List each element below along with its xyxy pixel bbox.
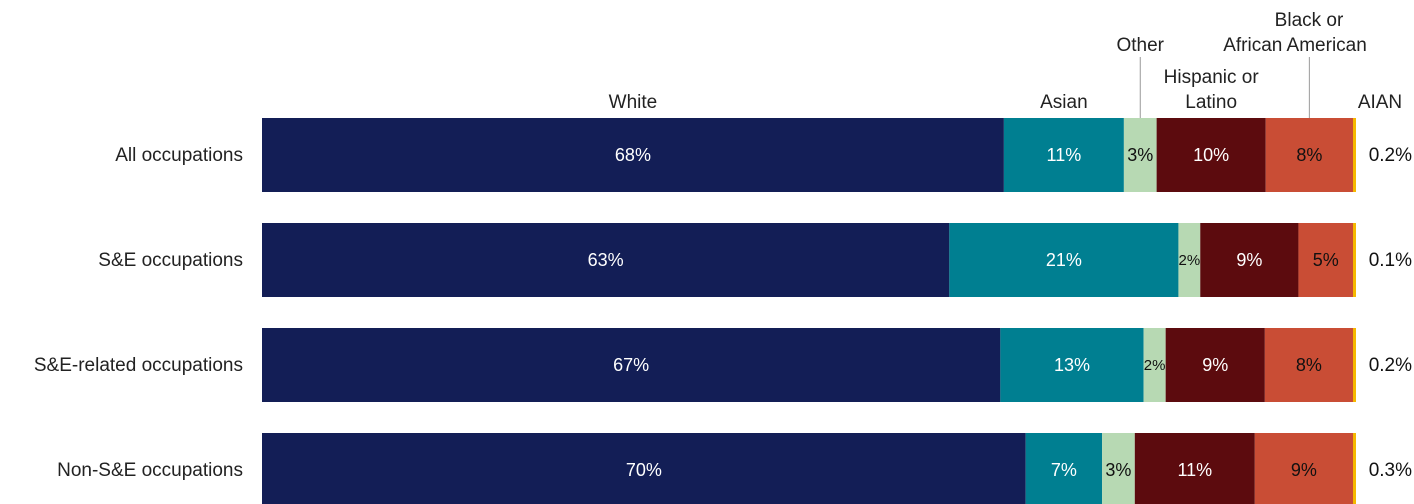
- category-label: S&E-related occupations: [34, 355, 243, 376]
- bar-row-non-s-e-occupations: 70% 7% 3% 11% 9% 0.3%: [262, 433, 1412, 504]
- bar-segment-black-or-african-american: [1265, 118, 1353, 192]
- bar-segment-white: [262, 328, 1001, 402]
- data-label-hispanic-or-latino: 10%: [1193, 145, 1229, 165]
- category-labels: All occupations S&E occupations S&E-relate…: [34, 145, 243, 481]
- data-label-asian: 21%: [1046, 250, 1082, 270]
- bars: 68% 11% 3% 10% 8% 0.2% 63% 21% 2% 9% 5% 0.1% 67% 13% 2…: [262, 118, 1412, 504]
- bar-segment-hispanic-or-latino: [1134, 433, 1255, 504]
- bar-segment-aian: [1353, 328, 1356, 402]
- bar-row-all-occupations: 68% 11% 3% 10% 8% 0.2%: [262, 118, 1412, 192]
- category-label: S&E occupations: [98, 250, 243, 271]
- bar-row-s-e-related-occupations: 67% 13% 2% 9% 8% 0.2%: [262, 328, 1412, 402]
- data-label-black-or-african-american: 5%: [1313, 250, 1339, 270]
- bar-segment-asian: [1000, 328, 1144, 402]
- legend-label-other: Other: [1116, 35, 1164, 56]
- bar-segment-black-or-african-american: [1254, 433, 1353, 504]
- data-label-aian: 0.2%: [1369, 145, 1412, 166]
- legend-label-hispanic-line2: Latino: [1185, 92, 1237, 113]
- bar-segment-asian: [1003, 118, 1124, 192]
- bar-segment-aian: [1353, 223, 1356, 297]
- bar-segment-hispanic-or-latino: [1200, 223, 1299, 297]
- data-label-aian: 0.2%: [1369, 355, 1412, 376]
- bar-segment-other: [1143, 328, 1166, 402]
- data-label-aian: 0.1%: [1369, 250, 1412, 271]
- bar-segment-white: [262, 118, 1004, 192]
- bar-segment-other: [1178, 223, 1201, 297]
- bar-segment-asian: [949, 223, 1179, 297]
- bar-segment-black-or-african-american: [1298, 223, 1353, 297]
- bar-segment-white: [262, 223, 950, 297]
- bar-segment-other: [1102, 433, 1135, 504]
- data-label-hispanic-or-latino: 9%: [1202, 355, 1228, 375]
- bar-segment-aian: [1353, 118, 1356, 192]
- legend-label-asian: Asian: [1040, 92, 1088, 113]
- bar-row-s-e-occupations: 63% 21% 2% 9% 5% 0.1%: [262, 223, 1412, 297]
- data-label-white: 70%: [626, 460, 662, 480]
- data-label-asian: 13%: [1054, 355, 1090, 375]
- data-label-asian: 11%: [1047, 145, 1082, 165]
- bar-segment-asian: [1025, 433, 1103, 504]
- legend-label-black-line2: African American: [1223, 35, 1367, 56]
- category-label: Non-S&E occupations: [57, 460, 243, 481]
- data-label-black-or-african-american: 8%: [1296, 355, 1322, 375]
- bar-segment-black-or-african-american: [1264, 328, 1353, 402]
- legend-label-aian: AIAN: [1358, 92, 1402, 113]
- data-label-white: 68%: [615, 145, 651, 165]
- data-label-other: 2%: [1144, 357, 1166, 374]
- bar-segment-hispanic-or-latino: [1165, 328, 1265, 402]
- data-label-black-or-african-american: 8%: [1296, 145, 1322, 165]
- data-label-hispanic-or-latino: 11%: [1177, 460, 1212, 480]
- bar-segment-hispanic-or-latino: [1156, 118, 1266, 192]
- data-label-aian: 0.3%: [1369, 460, 1412, 481]
- bar-segment-aian: [1353, 433, 1356, 504]
- legend-label-black-line1: Black or: [1275, 10, 1344, 31]
- data-label-white: 67%: [613, 355, 649, 375]
- data-label-white: 63%: [588, 250, 624, 270]
- data-label-other: 2%: [1179, 252, 1201, 269]
- data-label-black-or-african-american: 9%: [1291, 460, 1317, 480]
- data-label-other: 3%: [1127, 145, 1153, 165]
- legend-label-hispanic-line1: Hispanic or: [1164, 67, 1260, 88]
- bar-segment-other: [1123, 118, 1157, 192]
- data-label-other: 3%: [1105, 460, 1131, 480]
- legend-label-white: White: [609, 92, 658, 113]
- category-label: All occupations: [115, 145, 243, 166]
- data-label-hispanic-or-latino: 9%: [1236, 250, 1262, 270]
- bar-segment-white: [262, 433, 1026, 504]
- data-label-asian: 7%: [1051, 460, 1077, 480]
